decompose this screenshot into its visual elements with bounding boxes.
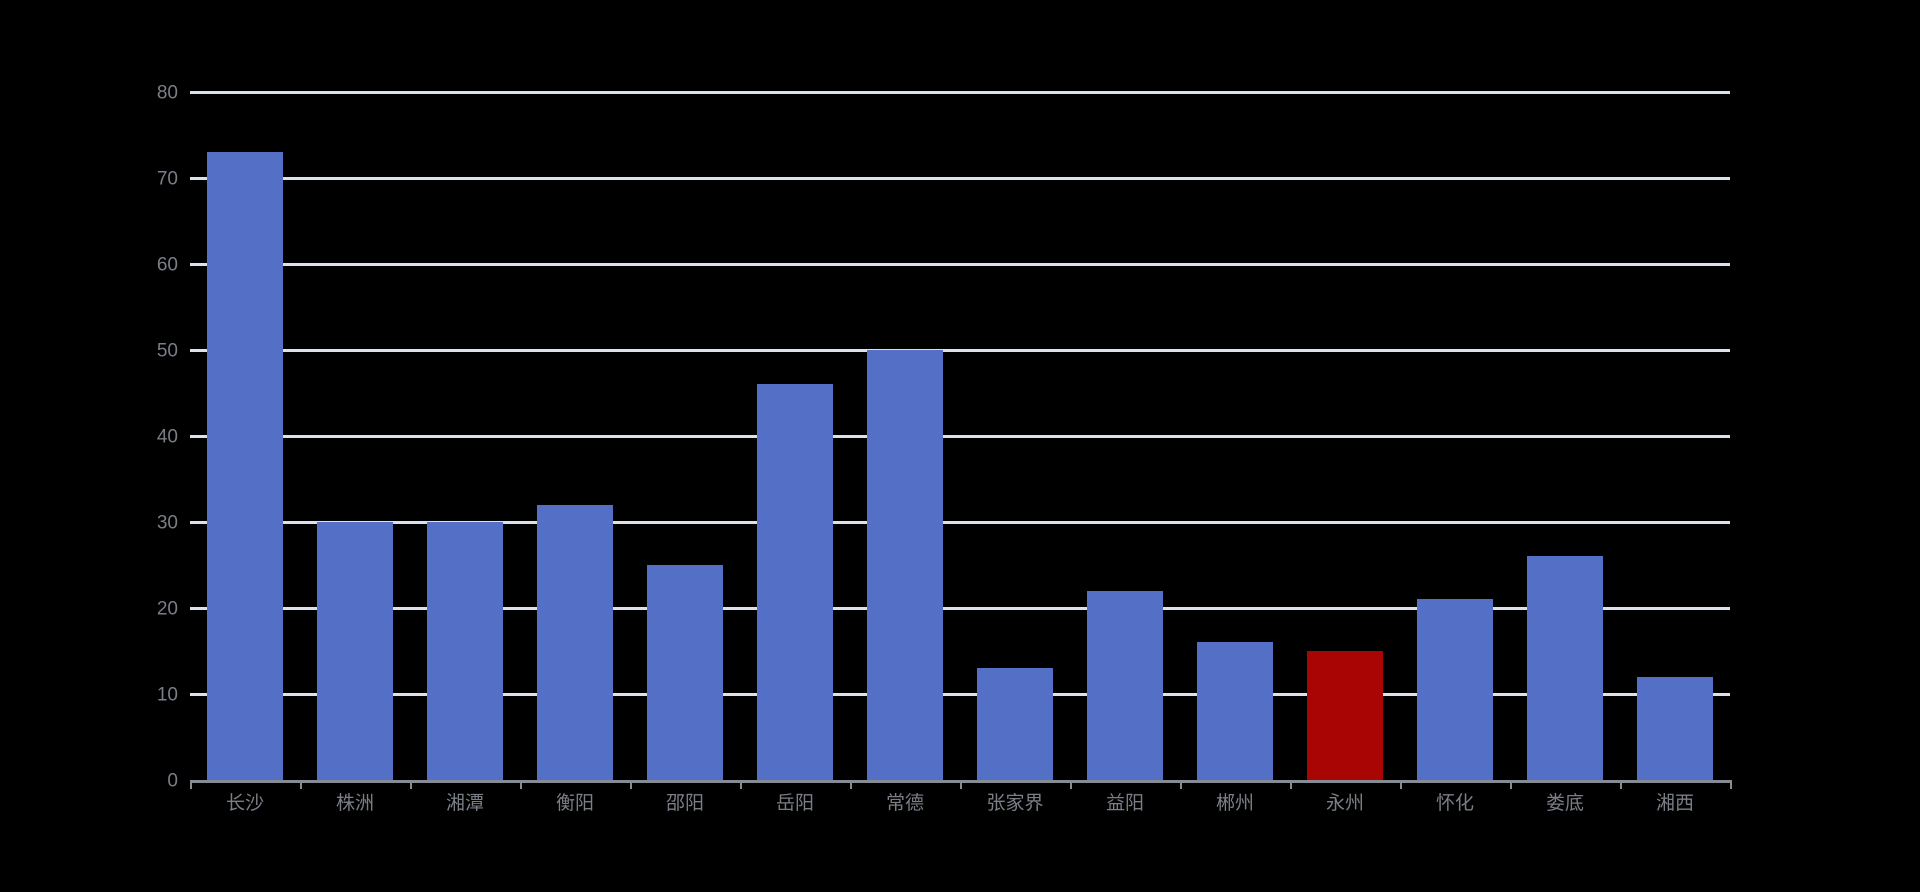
x-axis-category-label: 湘潭: [445, 793, 485, 814]
x-axis-tick: [960, 780, 962, 789]
x-axis-tick: [1730, 780, 1732, 789]
x-axis-category-label: 永州: [1325, 793, 1365, 814]
x-axis-category-label: 株洲: [335, 793, 375, 814]
bar[interactable]: [867, 350, 943, 780]
x-axis-category-label: 衡阳: [555, 793, 595, 814]
x-axis-tick: [850, 780, 852, 789]
x-axis-category-label: 湘西: [1655, 793, 1695, 814]
x-axis-tick: [300, 780, 302, 789]
bar[interactable]: [317, 522, 393, 780]
x-axis-tick: [410, 780, 412, 789]
bar[interactable]: [977, 668, 1053, 780]
x-axis-tick: [1510, 780, 1512, 789]
bar[interactable]: [537, 504, 613, 780]
x-axis-tick: [520, 780, 522, 789]
x-axis-category-label: 益阳: [1105, 793, 1145, 814]
x-axis-tick: [1400, 780, 1402, 789]
x-axis-tick: [1620, 780, 1622, 789]
x-axis-tick: [190, 780, 192, 789]
x-axis-tick: [1180, 780, 1182, 789]
bar[interactable]: [207, 152, 283, 780]
x-axis-tick: [1290, 780, 1292, 789]
bar[interactable]: [1527, 556, 1603, 780]
x-axis-category-label: 长沙: [225, 793, 265, 814]
bar[interactable]: [427, 522, 503, 780]
y-axis-tick-label: 60: [156, 254, 178, 276]
gridline: [190, 348, 1730, 352]
x-axis-tick: [740, 780, 742, 789]
gridline: [190, 520, 1730, 524]
gridline: [190, 606, 1730, 610]
gridline: [190, 692, 1730, 696]
x-axis-category-label: 常德: [885, 793, 925, 814]
bar[interactable]: [1417, 599, 1493, 780]
bar[interactable]: [1637, 676, 1713, 780]
y-axis-tick-label: 50: [156, 340, 178, 362]
x-axis-category-label: 岳阳: [775, 793, 815, 814]
bar[interactable]: [757, 384, 833, 780]
y-axis-tick-label: 80: [156, 82, 178, 104]
x-axis-category-label: 娄底: [1545, 793, 1585, 814]
x-axis-category-label: 怀化: [1435, 793, 1475, 814]
y-axis-tick-label: 40: [156, 426, 178, 448]
y-axis-tick-label: 20: [156, 598, 178, 620]
bar[interactable]: [1087, 590, 1163, 780]
x-axis-category-label: 郴州: [1215, 793, 1255, 814]
y-axis-tick-label: 10: [156, 684, 178, 706]
y-axis-tick-label: 30: [156, 512, 178, 534]
gridline: [190, 434, 1730, 438]
x-axis-tick: [1070, 780, 1072, 789]
x-axis-category-label: 邵阳: [665, 793, 705, 814]
bar[interactable]: [1307, 651, 1383, 780]
gridline: [190, 176, 1730, 180]
y-axis-tick-label: 70: [156, 168, 178, 190]
y-axis-tick-label: 0: [167, 770, 178, 792]
gridline: [190, 90, 1730, 94]
bar[interactable]: [647, 565, 723, 780]
x-axis-category-label: 张家界: [986, 793, 1044, 814]
x-axis-tick: [630, 780, 632, 789]
gridline: [190, 262, 1730, 266]
bar[interactable]: [1197, 642, 1273, 780]
